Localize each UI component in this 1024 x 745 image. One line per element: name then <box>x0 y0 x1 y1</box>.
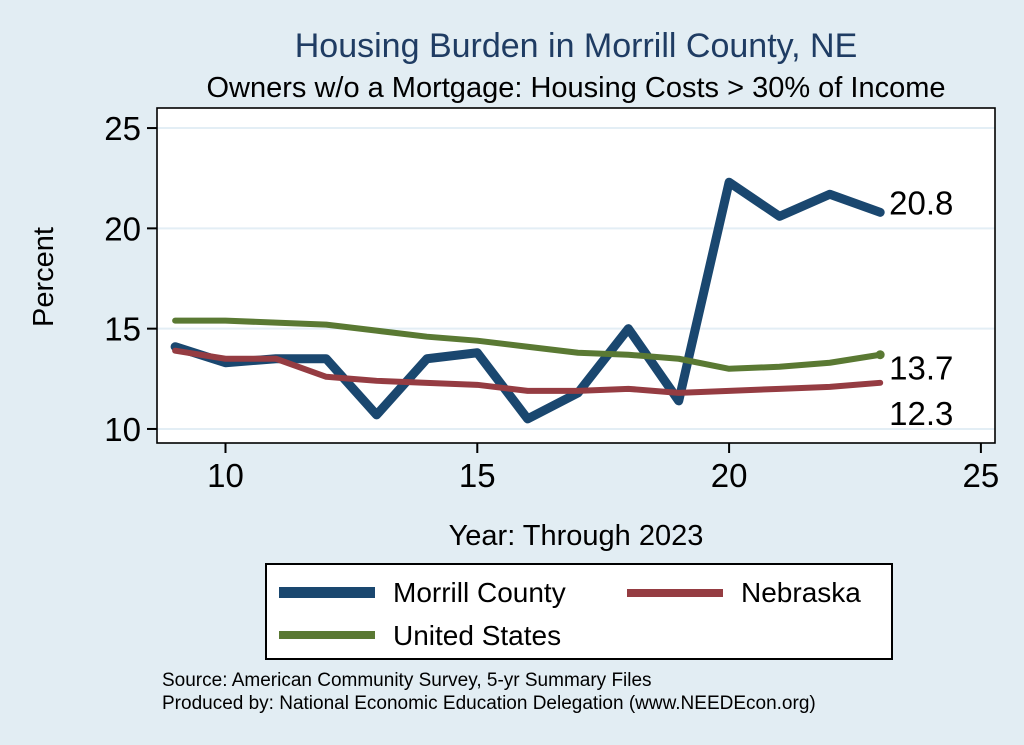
end-value-label: 13.7 <box>889 350 953 387</box>
series-line-united-states <box>172 317 884 372</box>
legend-swatch-united-states <box>279 631 375 639</box>
legend-label-nebraska: Nebraska <box>741 577 861 608</box>
chart-title: Housing Burden in Morrill County, NE <box>294 27 858 65</box>
plot-border-layer <box>156 107 996 444</box>
x-axis-title: Year: Through 2023 <box>448 520 704 552</box>
legend-swatch-nebraska <box>627 589 723 597</box>
y-tick-label: 20 <box>104 210 141 247</box>
gridlines-layer <box>157 127 995 430</box>
x-tick-label: 25 <box>963 457 1000 494</box>
series-line-nebraska <box>172 347 884 396</box>
y-tick-label: 25 <box>104 110 141 147</box>
legend-label-united-states: United States <box>393 620 562 651</box>
chart-subtitle: Owners w/o a Mortgage: Housing Costs > 3… <box>206 72 946 104</box>
source-note: Source: American Community Survey, 5-yr … <box>162 669 816 715</box>
y-tick-label: 10 <box>104 411 141 448</box>
series-lines-layer <box>170 177 885 424</box>
y-tick-label: 15 <box>104 311 141 348</box>
y-axis-title: Percent <box>28 227 60 327</box>
plot-area: 10 15 20 25 10 15 20 25 20.8 13.7 12.3 <box>104 107 999 494</box>
end-labels-layer: 20.8 13.7 12.3 <box>889 184 953 432</box>
legend-label-morrill-county: Morrill County <box>393 577 566 608</box>
legend: Morrill County Nebraska United States <box>265 563 893 660</box>
producer-line: Produced by: National Economic Education… <box>162 693 816 714</box>
end-value-label: 20.8 <box>889 184 953 221</box>
end-value-label: 12.3 <box>889 395 953 432</box>
axis-ticks-layer: 10 15 20 25 10 15 20 25 <box>104 110 999 494</box>
plot-border <box>156 107 996 444</box>
x-tick-label: 20 <box>711 457 748 494</box>
source-line: Source: American Community Survey, 5-yr … <box>162 670 652 691</box>
series-line-morrill-county <box>170 177 885 424</box>
x-tick-label: 15 <box>459 457 496 494</box>
x-tick-label: 10 <box>207 457 244 494</box>
series-end-marker <box>875 350 885 360</box>
legend-swatch-morrill-county <box>279 587 375 598</box>
